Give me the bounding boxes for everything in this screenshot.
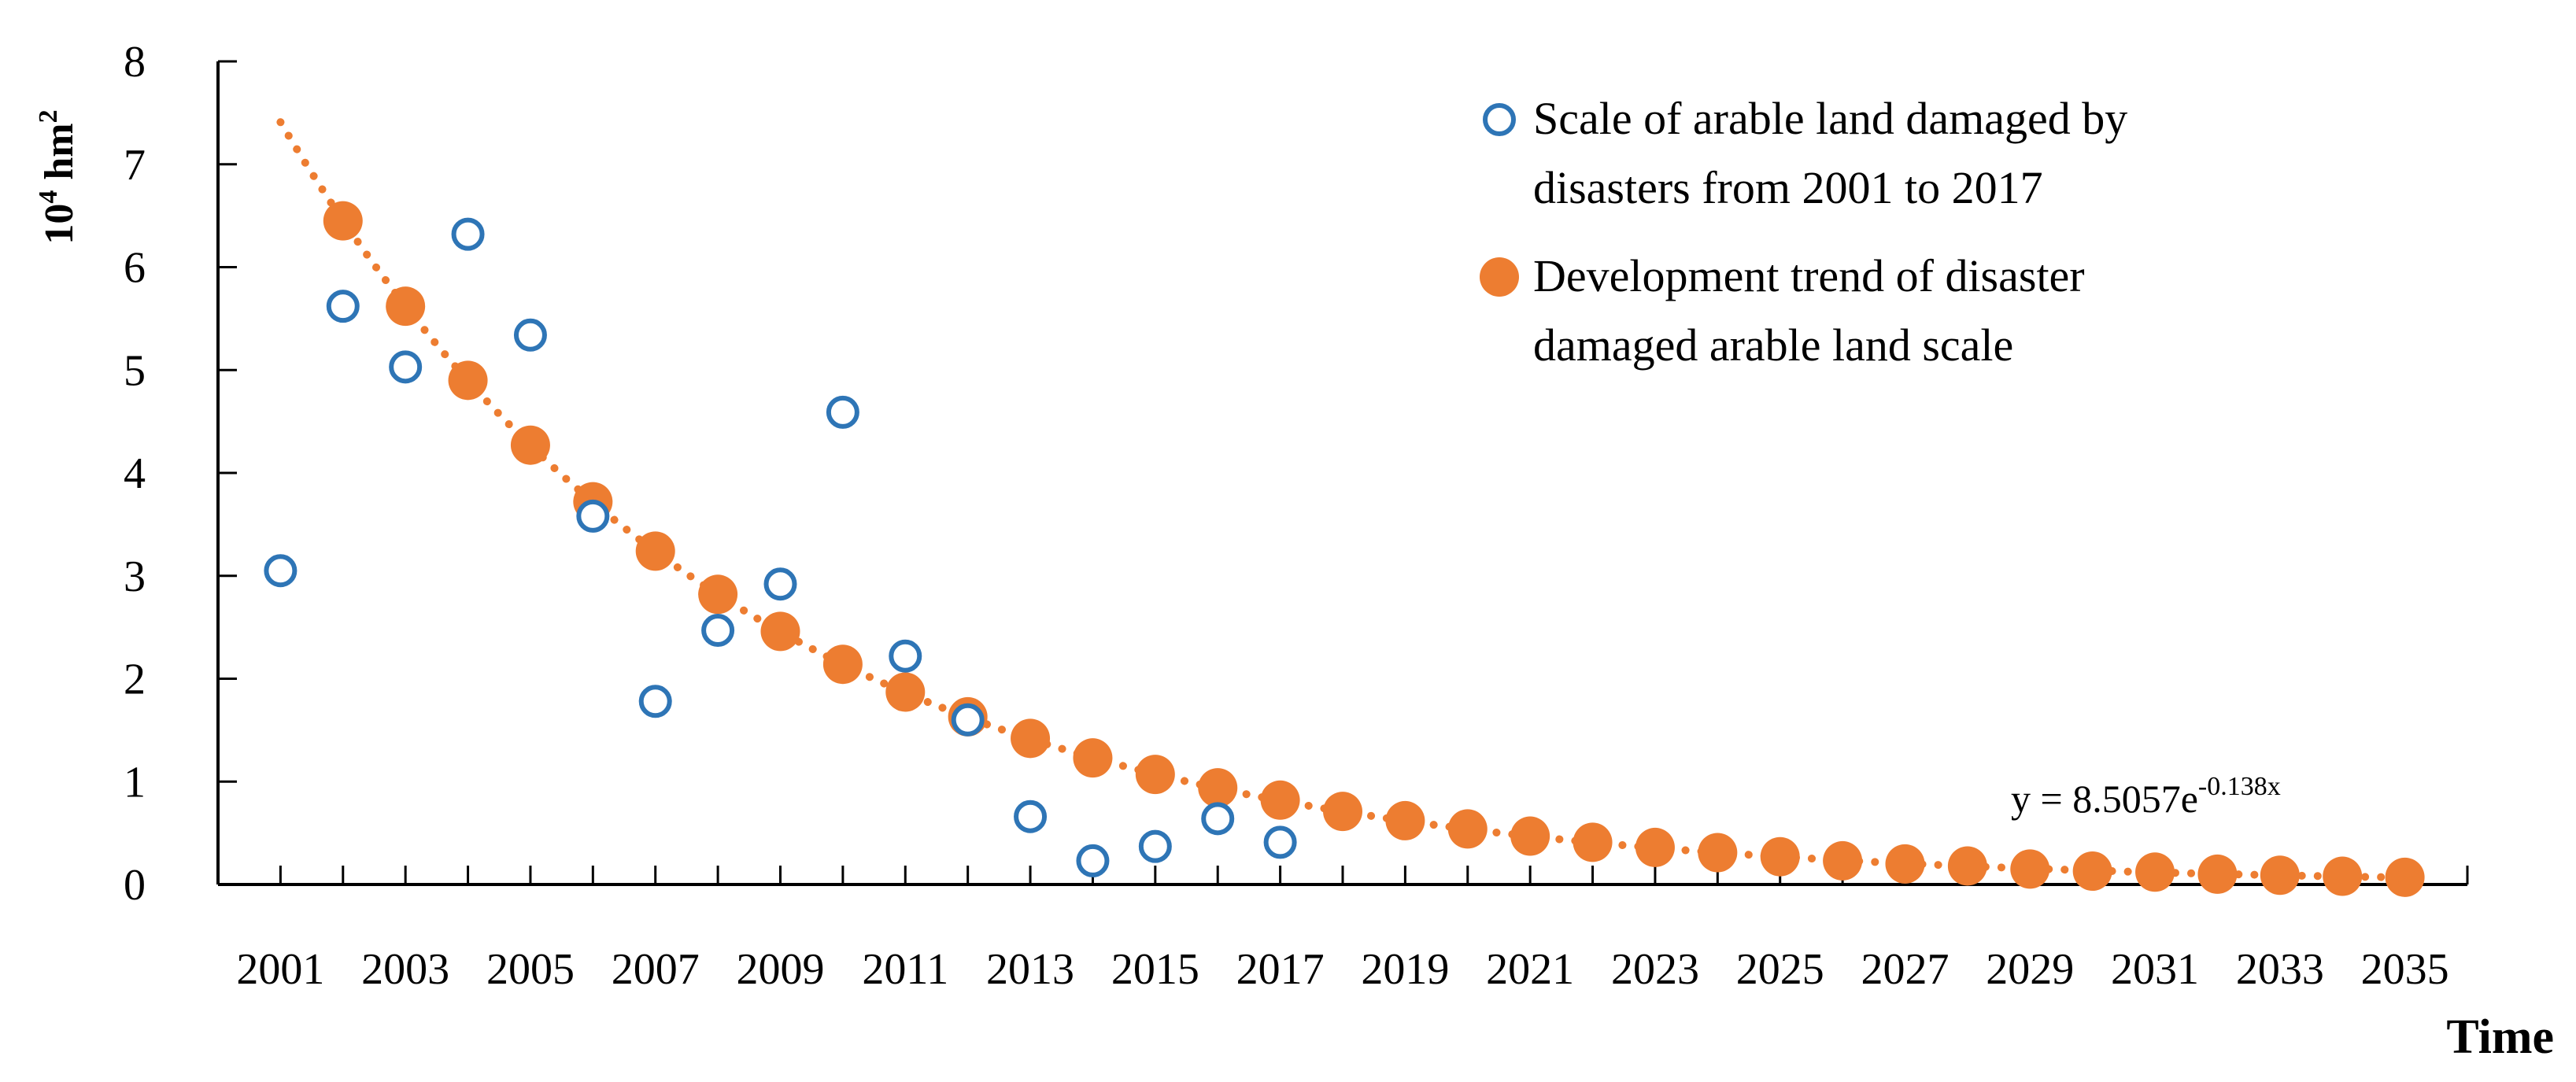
trend-point bbox=[1510, 816, 1550, 856]
trend-point bbox=[2260, 855, 2300, 896]
trend-point bbox=[1947, 846, 1987, 886]
trend-point bbox=[635, 531, 675, 571]
legend-trend-label-line-2: damaged arable land scale bbox=[1533, 319, 2013, 371]
trend-point bbox=[2385, 857, 2425, 897]
y-tick-label: 5 bbox=[124, 346, 146, 395]
observed-point bbox=[513, 318, 547, 352]
trend-point bbox=[698, 574, 738, 615]
trend-point bbox=[1260, 780, 1300, 820]
y-tick-label: 4 bbox=[124, 449, 146, 498]
trend-point bbox=[386, 286, 426, 327]
observed-point bbox=[264, 554, 298, 588]
observed-point bbox=[1201, 802, 1235, 836]
observed-point bbox=[1014, 799, 1048, 833]
x-tick-label: 2011 bbox=[862, 945, 948, 994]
x-tick-label: 2029 bbox=[1986, 945, 2074, 994]
axes bbox=[216, 61, 2467, 886]
trend-point bbox=[1135, 755, 1175, 795]
y-tick-label: 2 bbox=[124, 655, 146, 704]
trend-point bbox=[448, 360, 488, 401]
x-tick-label: 2035 bbox=[2361, 945, 2449, 994]
trend-point bbox=[2323, 856, 2363, 896]
x-tick-label: 2013 bbox=[986, 945, 1074, 994]
trend-point bbox=[1385, 800, 1425, 840]
y-tick-label: 1 bbox=[124, 758, 146, 807]
trend-point bbox=[323, 201, 363, 241]
trend-point bbox=[1885, 844, 1925, 884]
y-tick-label: 8 bbox=[124, 38, 146, 87]
x-tick-label: 2033 bbox=[2236, 945, 2324, 994]
x-tick-label: 2021 bbox=[1486, 945, 1574, 994]
observed-point bbox=[638, 685, 672, 718]
y-tick-label: 0 bbox=[124, 861, 146, 910]
trend-point bbox=[510, 425, 550, 465]
legend-trend-label-line-1: Development trend of disaster bbox=[1533, 250, 2085, 301]
legend-trend-marker bbox=[1480, 257, 1519, 297]
trend-point bbox=[1760, 836, 1800, 877]
observed-point bbox=[1263, 825, 1297, 859]
legend-observed-label-line-1: Scale of arable land damaged by bbox=[1533, 93, 2127, 144]
y-tick-label: 6 bbox=[124, 244, 146, 293]
observed-point bbox=[826, 395, 859, 429]
trend-point bbox=[2197, 854, 2238, 894]
trend-point bbox=[1011, 718, 1051, 759]
x-tick-label: 2003 bbox=[361, 945, 449, 994]
observed-point bbox=[889, 639, 922, 673]
trend-point bbox=[2135, 852, 2175, 892]
x-axis-label: Time bbox=[2446, 1010, 2554, 1064]
legend: Scale of arable land damaged by disaster… bbox=[1480, 93, 2127, 371]
observed-point bbox=[576, 499, 610, 533]
trend-point bbox=[1698, 833, 1738, 873]
x-tick-label: 2027 bbox=[1861, 945, 1950, 994]
trend-point bbox=[1635, 827, 1675, 867]
x-ticks: 2001 2003 2005 2007 2009 2011 2013 2015 2017 2019… bbox=[216, 866, 2469, 994]
legend-observed-marker bbox=[1483, 103, 1516, 136]
y-tick-label: 3 bbox=[124, 552, 146, 601]
x-tick-label: 2019 bbox=[1361, 945, 1449, 994]
y-ticks: 0 1 2 3 4 5 6 7 8 bbox=[124, 38, 237, 910]
x-tick-label: 2007 bbox=[612, 945, 700, 994]
x-tick-label: 2017 bbox=[1236, 945, 1325, 994]
x-tick-label: 2005 bbox=[486, 945, 575, 994]
trend-point bbox=[1198, 768, 1238, 808]
legend-observed-label-line-2: disasters from 2001 to 2017 bbox=[1533, 162, 2043, 213]
x-tick-label: 2025 bbox=[1736, 945, 1824, 994]
trend-point bbox=[1073, 738, 1113, 778]
observed-point bbox=[1138, 829, 1172, 863]
trend-point bbox=[2010, 849, 2050, 889]
trend-point bbox=[1323, 792, 1362, 832]
trendline-equation: y = 8.5057e-0.138x bbox=[2011, 772, 2281, 821]
observed-point bbox=[951, 703, 985, 737]
trend-point bbox=[1447, 809, 1488, 849]
y-tick-label: 7 bbox=[124, 141, 146, 190]
observed-point bbox=[763, 567, 797, 601]
x-tick-label: 2009 bbox=[737, 945, 825, 994]
trend-point bbox=[1573, 822, 1613, 862]
x-tick-label: 2015 bbox=[1111, 945, 1199, 994]
series-observed-points bbox=[264, 217, 1297, 877]
x-tick-label: 2031 bbox=[2111, 945, 2199, 994]
y-axis-label: 104 hm2 bbox=[34, 109, 82, 244]
trend-point bbox=[760, 611, 800, 652]
trend-point bbox=[885, 672, 926, 712]
observed-point bbox=[451, 217, 485, 251]
observed-point bbox=[326, 290, 360, 323]
observed-point bbox=[389, 350, 423, 384]
trend-point bbox=[1823, 840, 1863, 881]
trend-point bbox=[822, 644, 863, 685]
trend-point bbox=[2072, 851, 2112, 892]
observed-point bbox=[1076, 844, 1110, 877]
x-tick-label: 2001 bbox=[236, 945, 324, 994]
x-tick-label: 2023 bbox=[1611, 945, 1699, 994]
observed-point bbox=[701, 614, 735, 648]
